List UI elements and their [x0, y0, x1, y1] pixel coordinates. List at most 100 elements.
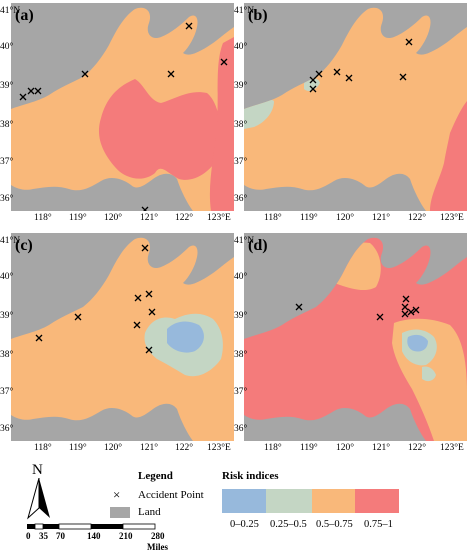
lat-tick: 41°N	[234, 6, 255, 16]
lon-tick: 120°	[336, 443, 355, 453]
lat-tick: 38°	[234, 350, 248, 360]
map-panel-d: (d)	[244, 233, 467, 441]
scale-tick: 280	[151, 531, 165, 541]
lon-tick: 120°	[336, 213, 355, 223]
risk-swatch-3	[312, 489, 355, 513]
lat-tick: 38°	[0, 350, 14, 360]
accident-point	[145, 346, 153, 354]
lat-tick: 41°N	[0, 6, 21, 16]
map-a	[11, 3, 234, 211]
accident-point	[405, 38, 413, 46]
accident-point	[407, 308, 415, 316]
accident-point	[309, 76, 317, 84]
lat-tick: 39°	[0, 311, 14, 321]
lon-tick: 119°	[69, 443, 87, 453]
lat-tick: 40°	[234, 272, 248, 282]
accident-point	[185, 22, 193, 30]
lon-tick: 123°E	[207, 213, 231, 223]
scale-tick: 140	[87, 531, 101, 541]
legend-land: Land	[138, 506, 161, 518]
accident-point	[19, 93, 27, 101]
accident-point	[401, 303, 409, 311]
risk-label: 0.75–1	[364, 519, 393, 530]
lon-tick: 122°	[175, 213, 194, 223]
accident-point	[141, 244, 149, 252]
north-label: N	[32, 462, 43, 478]
scale-unit: Miles	[147, 542, 168, 552]
lat-tick: 40°	[234, 42, 248, 52]
accident-point	[35, 334, 43, 342]
accident-point	[145, 290, 153, 298]
risk-label: 0.25–0.5	[270, 519, 307, 530]
lat-tick: 36°	[234, 424, 248, 434]
accident-point	[74, 313, 82, 321]
scale-tick: 70	[56, 531, 65, 541]
lat-tick: 37°	[0, 157, 14, 167]
lon-tick: 118°	[34, 213, 52, 223]
lat-tick: 41°N	[0, 236, 21, 246]
accident-point	[309, 85, 317, 93]
map-panel-a: (a)	[11, 3, 234, 211]
accident-point	[134, 294, 142, 302]
accident-points	[309, 38, 413, 93]
accident-point	[412, 306, 420, 314]
accident-point	[141, 206, 149, 211]
map-d	[244, 233, 467, 441]
lat-tick: 37°	[0, 387, 14, 397]
lat-tick: 40°	[0, 42, 14, 52]
lon-tick: 123°E	[207, 443, 231, 453]
panel-label: (c)	[15, 237, 33, 254]
accident-point	[148, 308, 156, 316]
map-b	[244, 3, 467, 211]
lon-tick: 120°	[104, 443, 123, 453]
accident-point	[345, 74, 353, 82]
lat-tick: 37°	[234, 387, 248, 397]
accident-point	[34, 87, 42, 95]
accident-points	[295, 295, 420, 321]
lon-tick: 122°	[408, 213, 427, 223]
risk-swatch-4	[355, 489, 399, 513]
accident-point	[315, 70, 323, 78]
risk-title: Risk indices	[222, 470, 279, 482]
scale-tick: 0	[26, 531, 31, 541]
lat-tick: 36°	[0, 424, 14, 434]
legend-accident-point: Accident Point	[138, 489, 204, 501]
accident-point	[376, 313, 384, 321]
accident-point	[399, 73, 407, 81]
lon-tick: 121°	[140, 213, 159, 223]
lat-tick: 36°	[0, 194, 14, 204]
map-c	[11, 233, 234, 441]
lat-tick: 38°	[234, 120, 248, 130]
risk-label: 0–0.25	[230, 519, 259, 530]
lon-tick: 119°	[300, 213, 318, 223]
accident-point	[133, 321, 141, 329]
north-arrow-icon	[27, 478, 50, 520]
accident-point	[402, 295, 410, 303]
panel-label: (d)	[248, 237, 268, 254]
accident-points	[35, 244, 156, 354]
lat-tick: 40°	[0, 272, 14, 282]
lon-tick: 121°	[372, 213, 391, 223]
accident-point	[27, 87, 35, 95]
lon-tick: 118°	[34, 443, 52, 453]
accident-point	[333, 68, 341, 76]
lon-tick: 120°	[104, 213, 123, 223]
land-swatch	[110, 507, 130, 518]
north-arrow: N	[24, 462, 54, 522]
lon-tick: 119°	[300, 443, 318, 453]
lat-tick: 37°	[234, 157, 248, 167]
map-panel-b: (b)	[244, 3, 467, 211]
lat-tick: 39°	[0, 81, 14, 91]
accident-point-symbol: ×	[113, 487, 121, 502]
lat-tick: 38°	[0, 120, 14, 130]
risk-swatch-2	[266, 489, 312, 513]
lon-tick: 123°E	[440, 213, 464, 223]
lat-tick: 36°	[234, 194, 248, 204]
scale-bar	[27, 523, 156, 530]
lon-tick: 118°	[264, 443, 282, 453]
lon-tick: 121°	[372, 443, 391, 453]
scale-tick: 35	[39, 531, 48, 541]
lon-tick: 121°	[140, 443, 159, 453]
accident-point	[81, 70, 89, 78]
lon-tick: 118°	[264, 213, 282, 223]
